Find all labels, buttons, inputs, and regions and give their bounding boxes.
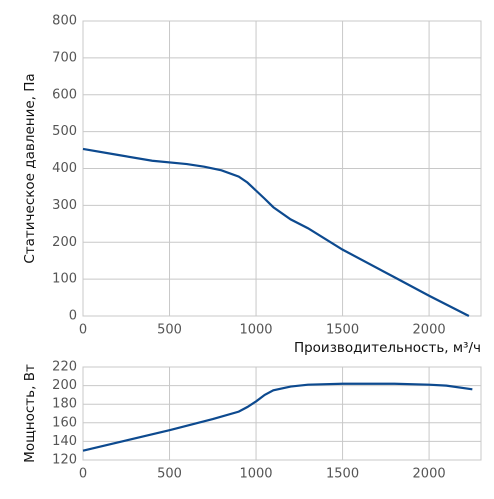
plot-frame (82, 20, 482, 317)
y-tick-label: 100 (52, 272, 77, 287)
x-tick-label: 0 (79, 323, 87, 338)
x-tick-label: 0 (79, 467, 87, 482)
x-tick-label: 500 (157, 467, 182, 482)
x-axis-label: Производительность, м³/ч (294, 340, 481, 356)
y-tick-label: 200 (52, 235, 77, 250)
y-tick-label: 300 (52, 198, 77, 213)
y-tick-label: 500 (52, 124, 77, 139)
x-tick-label: 1500 (326, 323, 359, 338)
data-line (82, 147, 470, 317)
y-tick-label: 400 (52, 161, 77, 176)
x-tick-label: 1500 (326, 467, 359, 482)
y-axis-label: Статическое давление, Па (22, 73, 38, 263)
plot-frame (82, 366, 482, 461)
data-line (82, 382, 473, 452)
y-tick-label: 140 (52, 434, 77, 449)
x-tick-label: 500 (157, 323, 182, 338)
x-tick-label: 1000 (239, 467, 272, 482)
x-tick-label: 2000 (413, 323, 446, 338)
y-tick-label: 120 (52, 453, 77, 468)
y-tick-label: 160 (52, 415, 77, 430)
y-tick-label: 220 (52, 360, 77, 375)
y-tick-label: 180 (52, 397, 77, 412)
y-tick-label: 200 (52, 378, 77, 393)
x-tick-label: 1000 (239, 323, 272, 338)
y-axis-label: Мощность, Вт (22, 364, 38, 463)
y-tick-label: 600 (52, 87, 77, 102)
x-tick-label: 2000 (413, 467, 446, 482)
y-tick-label: 0 (69, 309, 77, 324)
y-tick-label: 800 (52, 14, 77, 29)
y-tick-label: 700 (52, 50, 77, 65)
